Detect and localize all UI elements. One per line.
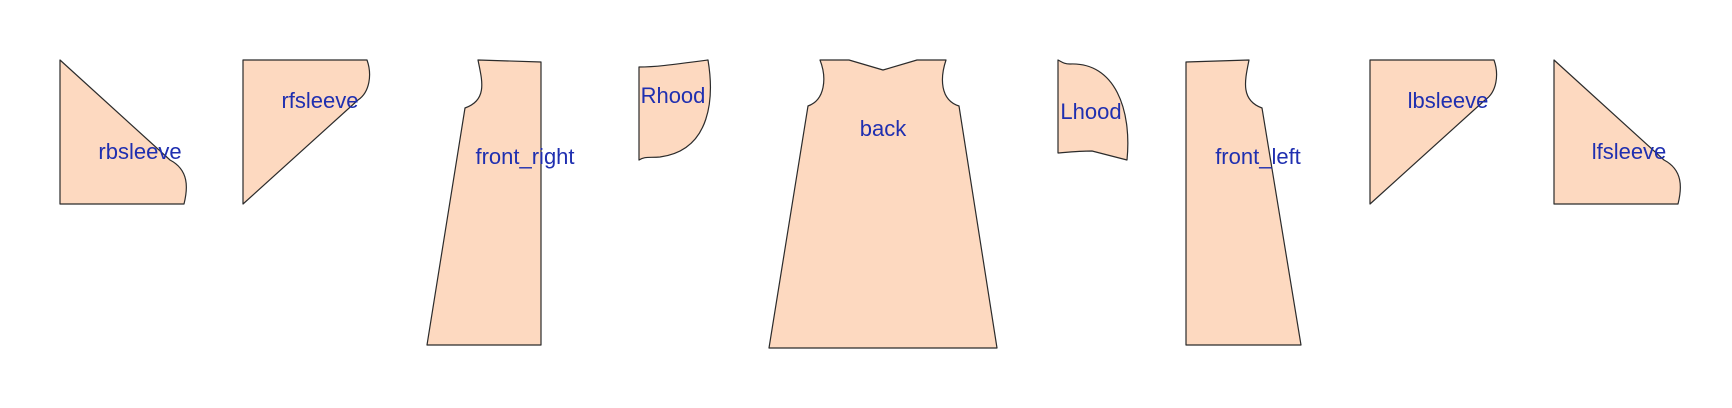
- piece-back-shape: [768, 59, 998, 349]
- piece-rhood-label: Rhood: [641, 83, 706, 108]
- piece-rhood-shape: [638, 59, 711, 161]
- piece-front-left-shape: [1185, 59, 1302, 346]
- piece-rbsleeve-label: rbsleeve: [98, 139, 181, 164]
- piece-lbsleeve-label: lbsleeve: [1408, 88, 1489, 113]
- piece-rfsleeve-label: rfsleeve: [281, 88, 358, 113]
- piece-rbsleeve-shape: [59, 59, 187, 205]
- piece-lhood-shape: [1057, 59, 1129, 161]
- piece-back: back: [768, 59, 998, 349]
- piece-rfsleeve-shape: [242, 59, 371, 205]
- piece-lfsleeve-label: lfsleeve: [1592, 139, 1667, 164]
- piece-lbsleeve: lbsleeve: [1369, 59, 1498, 205]
- piece-rfsleeve: rfsleeve: [242, 59, 371, 205]
- piece-lhood-label: Lhood: [1060, 99, 1121, 124]
- piece-front-left-label: front_left: [1215, 144, 1301, 169]
- piece-rbsleeve: rbsleeve: [59, 59, 187, 205]
- piece-front-right-shape: [426, 59, 542, 346]
- piece-lfsleeve: lfsleeve: [1553, 59, 1681, 205]
- piece-rhood: Rhood: [638, 59, 711, 161]
- piece-lfsleeve-shape: [1553, 59, 1681, 205]
- piece-front-left: front_left: [1185, 59, 1302, 346]
- piece-front-right: front_right: [426, 59, 575, 346]
- piece-lhood: Lhood: [1057, 59, 1129, 161]
- piece-back-label: back: [860, 116, 907, 141]
- piece-front-right-label: front_right: [475, 144, 574, 169]
- piece-lbsleeve-shape: [1369, 59, 1498, 205]
